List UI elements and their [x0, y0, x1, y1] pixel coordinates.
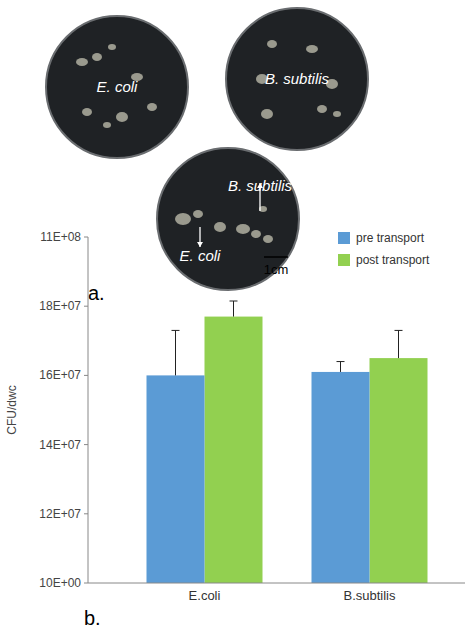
y-tick-label: 12E+07 — [39, 507, 81, 521]
bar — [370, 358, 428, 583]
panel-label: a. — [88, 282, 105, 304]
colony — [92, 53, 102, 61]
figure: E. coliB. subtilisB. subtilisE. coli1cma… — [0, 0, 474, 633]
y-tick — [84, 306, 88, 307]
y-tick-label: 11E+08 — [40, 230, 81, 244]
bar — [312, 372, 370, 583]
y-tick — [84, 237, 88, 238]
x-tick-label: E.coli — [189, 588, 221, 603]
x-axis — [88, 583, 465, 584]
panel-label: b. — [84, 607, 101, 629]
plate-label: E. coli — [180, 247, 222, 264]
colony — [116, 112, 128, 122]
y-tick-label: 14E+07 — [39, 438, 81, 452]
scale-bar-label: 1cm — [264, 262, 289, 277]
plate — [157, 148, 299, 290]
plate-label: B. subtilis — [265, 70, 330, 87]
arrow-head — [197, 242, 203, 247]
y-tick — [84, 444, 88, 445]
error-line — [175, 330, 176, 375]
colony — [267, 40, 277, 48]
colony — [261, 109, 273, 119]
y-tick-label: 16E+07 — [39, 368, 81, 382]
legend-label: pre transport — [356, 231, 425, 245]
plate — [46, 16, 188, 158]
legend-label: post transport — [356, 253, 430, 267]
legend-swatch — [338, 232, 350, 244]
error-bar — [172, 330, 180, 375]
colony — [103, 122, 111, 128]
y-tick-label: 10E+00 — [39, 576, 81, 590]
y-axis — [88, 237, 89, 583]
error-bar — [395, 330, 403, 358]
error-bar — [230, 301, 238, 317]
y-tick — [84, 375, 88, 376]
colony — [317, 105, 327, 113]
plate — [226, 8, 368, 150]
colony — [236, 224, 250, 234]
bar — [205, 317, 263, 583]
colony — [193, 210, 203, 218]
colony — [147, 103, 157, 111]
y-tick — [84, 583, 88, 584]
error-line — [233, 301, 234, 317]
colony — [82, 108, 92, 116]
error-bar — [337, 362, 345, 372]
colony — [251, 230, 261, 238]
y-axis-title: CFU/dwc — [5, 385, 19, 434]
plate-label: E. coli — [97, 78, 139, 95]
error-line — [398, 330, 399, 358]
plot-area — [145, 301, 430, 583]
error-cap — [172, 330, 180, 331]
y-tick — [84, 513, 88, 514]
legend-swatch — [338, 254, 350, 266]
x-tick-label: B.subtilis — [343, 588, 396, 603]
colony — [263, 235, 273, 243]
colony — [333, 111, 341, 117]
y-tick-label: 18E+07 — [39, 299, 81, 313]
colony — [306, 45, 318, 53]
error-line — [340, 362, 341, 372]
colony — [214, 222, 226, 232]
arrow-head — [257, 183, 263, 188]
bar — [147, 375, 205, 583]
scale-bar — [264, 256, 288, 258]
error-cap — [337, 361, 345, 362]
error-cap — [230, 301, 238, 302]
colony — [108, 44, 116, 50]
colony — [76, 58, 88, 66]
colony — [175, 213, 191, 225]
error-cap — [395, 330, 403, 331]
